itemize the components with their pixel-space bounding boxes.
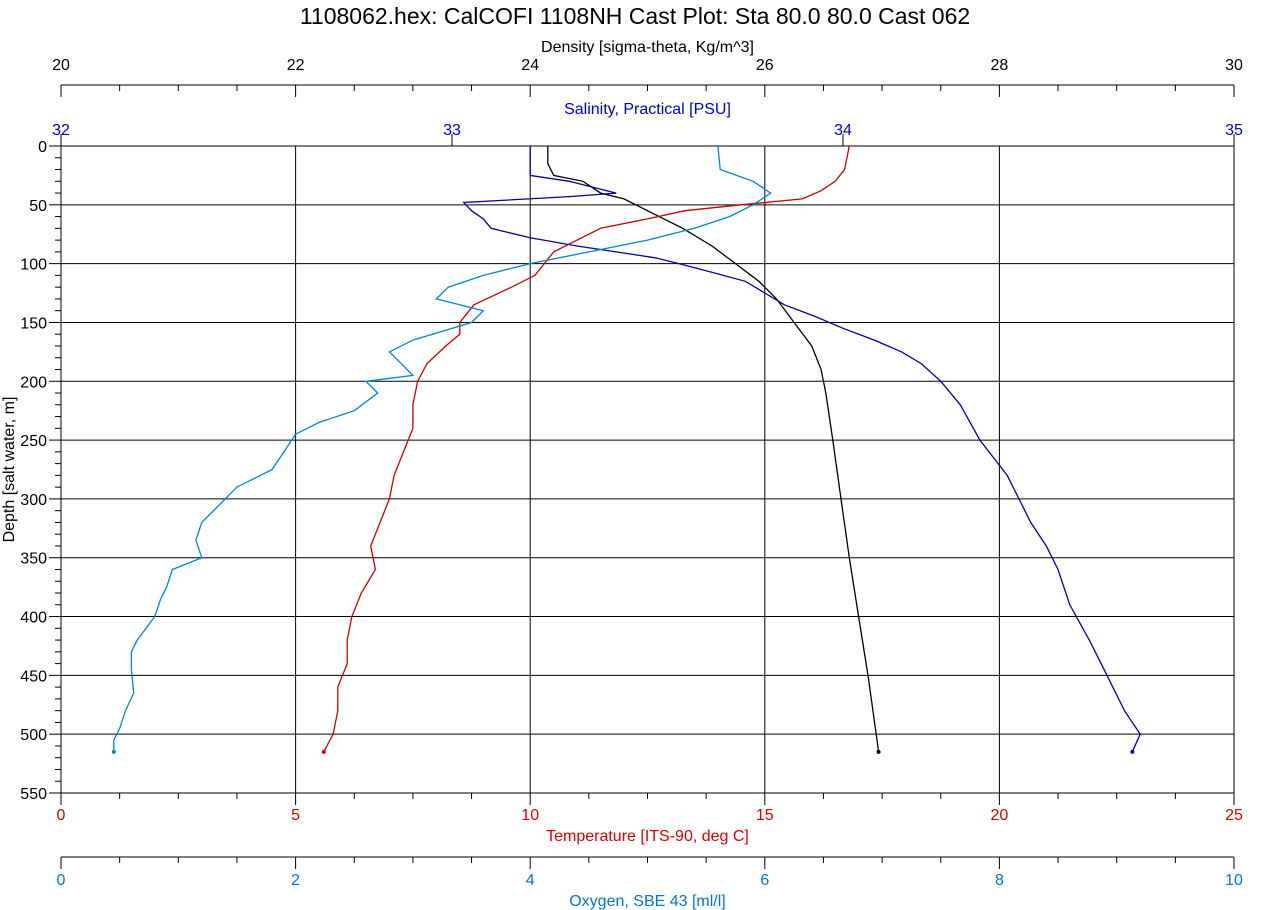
depth-tick-label: 550 — [20, 786, 47, 803]
salinity-end-marker — [1130, 749, 1135, 754]
density-tick-label: 28 — [991, 57, 1009, 74]
temperature-tick-label: 0 — [57, 807, 66, 824]
density-tick-label: 24 — [521, 57, 539, 74]
depth-tick-label: 350 — [20, 551, 47, 568]
oxygen-end-marker — [111, 749, 116, 754]
depth-tick-label: 400 — [20, 610, 47, 627]
series-layer — [111, 145, 1141, 754]
oxygen-tick-label: 8 — [995, 872, 1004, 889]
depth-tick-label: 200 — [20, 374, 47, 391]
depth-tick-label: 250 — [20, 433, 47, 450]
depth-tick-label: 150 — [20, 315, 47, 332]
salinity-profile-line — [462, 146, 1141, 753]
density-tick-label: 22 — [287, 57, 305, 74]
depth-tick-label: 500 — [20, 727, 47, 744]
temperature-profile-line — [323, 145, 850, 753]
depth-axis-label: Depth [salt water, m] — [1, 397, 18, 543]
depth-tick-label: 300 — [20, 492, 47, 509]
salinity-tick-label: 34 — [834, 122, 852, 139]
plot-area — [61, 146, 1234, 793]
temperature-end-marker — [321, 749, 326, 754]
depth-tick-label: 0 — [38, 139, 47, 156]
depth-tick-label: 50 — [29, 198, 47, 215]
plot-background — [61, 146, 1234, 793]
salinity-axis-label: Salinity, Practical [PSU] — [564, 101, 731, 118]
density-end-marker — [876, 749, 881, 754]
temperature-tick-label: 15 — [756, 807, 774, 824]
temperature-axis-label: Temperature [ITS-90, deg C] — [546, 828, 749, 845]
density-axis-label: Density [sigma-theta, Kg/m^3] — [541, 39, 754, 56]
density-tick-label: 26 — [756, 57, 774, 74]
density-profile-line — [547, 146, 880, 752]
oxygen-tick-label: 6 — [760, 872, 769, 889]
density-tick-label: 20 — [52, 57, 70, 74]
temperature-tick-label: 25 — [1225, 807, 1243, 824]
density-tick-label: 30 — [1225, 57, 1243, 74]
oxygen-profile-line — [113, 145, 772, 752]
temperature-tick-label: 20 — [991, 807, 1009, 824]
temperature-tick-label: 10 — [521, 807, 539, 824]
depth-tick-label: 100 — [20, 257, 47, 274]
salinity-tick-label: 33 — [443, 122, 461, 139]
chart-title: 1108062.hex: CalCOFI 1108NH Cast Plot: S… — [300, 3, 970, 29]
salinity-tick-label: 35 — [1225, 122, 1243, 139]
oxygen-tick-label: 2 — [291, 872, 300, 889]
oxygen-tick-label: 0 — [57, 872, 66, 889]
salinity-tick-label: 32 — [52, 122, 70, 139]
oxygen-tick-label: 4 — [526, 872, 535, 889]
oxygen-axis-label: Oxygen, SBE 43 [ml/l] — [569, 893, 726, 910]
oxygen-tick-label: 10 — [1225, 872, 1243, 889]
depth-tick-label: 450 — [20, 668, 47, 685]
temperature-tick-label: 5 — [291, 807, 300, 824]
